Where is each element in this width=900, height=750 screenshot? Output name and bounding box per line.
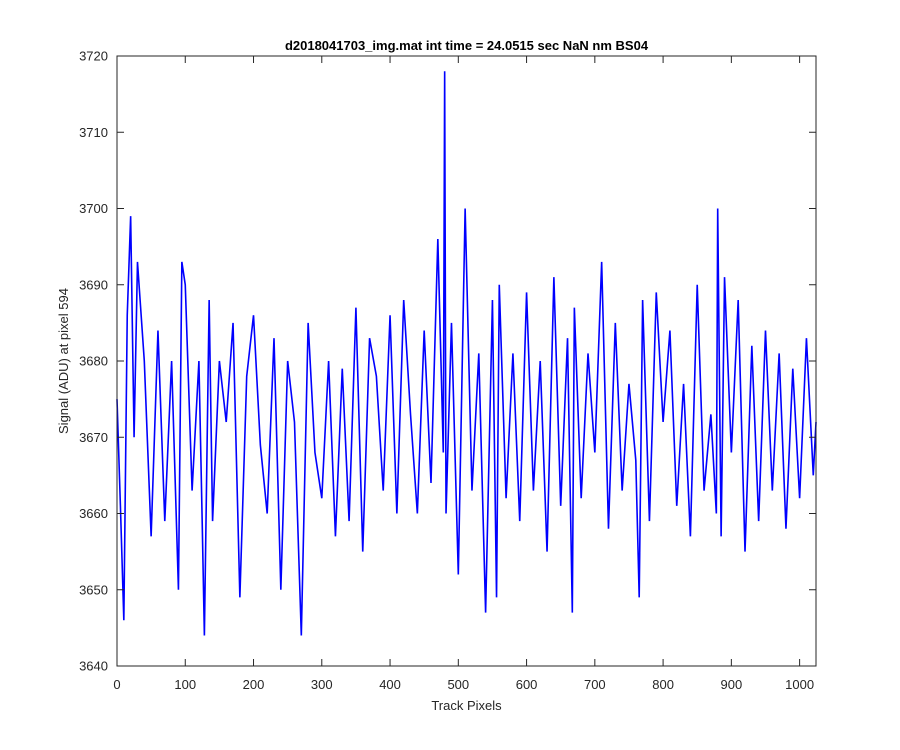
y-tick-label-3660: 3660 [79, 506, 108, 521]
y-tick-label-3700: 3700 [79, 201, 108, 216]
y-axis-label: Signal (ADU) at pixel 594 [56, 288, 71, 434]
y-tick-label-3650: 3650 [79, 582, 108, 597]
x-tick-label-900: 900 [721, 677, 743, 692]
x-tick-label-1000: 1000 [785, 677, 814, 692]
chart-title: d2018041703_img.mat int time = 24.0515 s… [285, 38, 649, 53]
x-tick-label-800: 800 [652, 677, 674, 692]
y-tick-label-3690: 3690 [79, 277, 108, 292]
tick-layer: 0 100 200 300 400 500 600 700 800 900 1000 3640 3650… [79, 49, 816, 692]
y-tick-label-3680: 3680 [79, 354, 108, 369]
x-tick-label-200: 200 [243, 677, 265, 692]
x-tick-label-300: 300 [311, 677, 333, 692]
x-tick-label-700: 700 [584, 677, 606, 692]
x-tick-label-400: 400 [379, 677, 401, 692]
y-tick-label-3720: 3720 [79, 49, 108, 64]
y-tick-label-3710: 3710 [79, 125, 108, 140]
x-tick-label-500: 500 [447, 677, 469, 692]
series-line-0 [116, 71, 817, 636]
x-axis-label: Track Pixels [431, 698, 502, 713]
plot-area [117, 56, 816, 666]
y-tick-label-3670: 3670 [79, 430, 108, 445]
y-tick-label-3640: 3640 [79, 659, 108, 674]
plot-frame [116, 55, 817, 667]
x-tick-label-600: 600 [516, 677, 538, 692]
series-layer [116, 71, 817, 636]
x-tick-label-100: 100 [174, 677, 196, 692]
x-tick-label-0: 0 [113, 677, 120, 692]
